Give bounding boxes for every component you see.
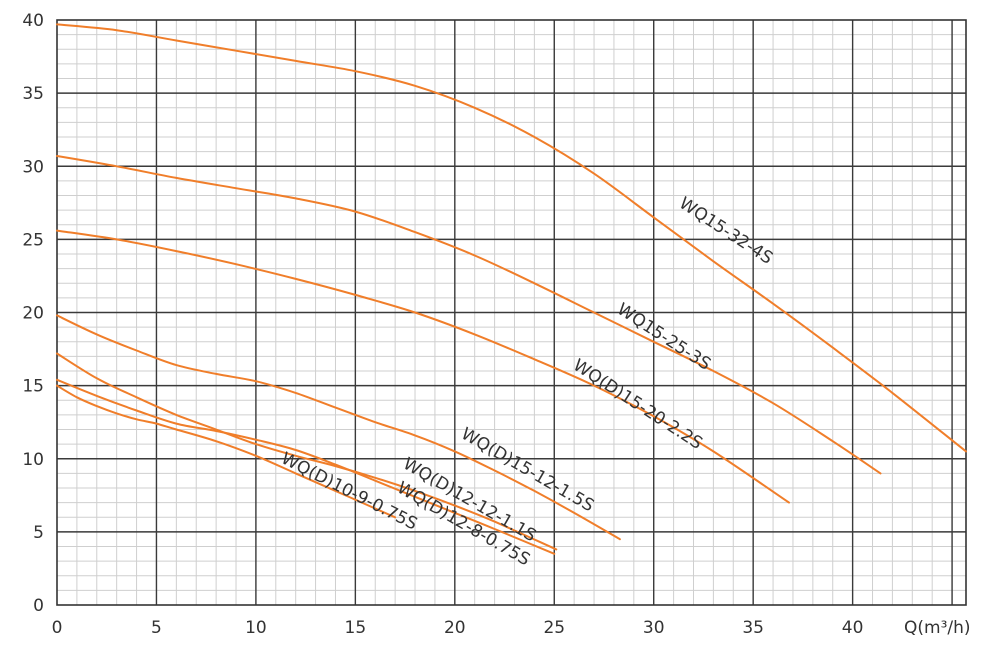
curve-label-wq15-25-3s: WQ15-25-3S xyxy=(613,299,714,374)
x-axis-label: Q(m³/h) xyxy=(904,618,971,638)
x-tick-label: 10 xyxy=(245,618,267,638)
y-tick-label: 10 xyxy=(22,450,44,470)
y-tick-labels: 0 5 10 15 20 25 30 35 40 xyxy=(22,11,44,616)
curve-wq-d-12-8-0-75s xyxy=(56,378,556,555)
x-tick-label: 0 xyxy=(52,618,63,638)
x-tick-label: 15 xyxy=(345,618,367,638)
x-tick-label: 40 xyxy=(842,618,864,638)
curve-label-wq15-32-4s: WQ15-32-4S xyxy=(675,193,776,268)
y-tick-label: 25 xyxy=(22,230,44,250)
plot-frame xyxy=(56,19,967,606)
curve-wq15-25-3s xyxy=(56,155,882,475)
curve-label-wq-d-15-20-2-2s: WQ(D)15-20-2.2S xyxy=(569,355,706,453)
y-tick-label: 20 xyxy=(22,304,44,324)
curves-group xyxy=(56,23,967,555)
x-tick-labels: 0 5 10 15 20 25 30 35 40 xyxy=(52,618,864,638)
y-tick-label: 40 xyxy=(22,11,44,31)
y-tick-label: 35 xyxy=(22,84,44,104)
y-tick-label: 30 xyxy=(22,157,44,177)
curve-labels-group: WQ15-32-4SWQ15-25-3SWQ(D)15-20-2.2SWQ(D)… xyxy=(278,193,776,570)
x-tick-label: 30 xyxy=(643,618,665,638)
curve-wq-d-12-12-1-1s xyxy=(56,352,558,551)
curve-wq-d-15-12-1-5s xyxy=(56,314,621,541)
curve-wq-d-10-9-0-75s xyxy=(56,384,397,519)
y-tick-label: 0 xyxy=(33,596,44,616)
x-tick-label: 35 xyxy=(742,618,764,638)
curve-wq15-32-4s xyxy=(56,23,967,453)
major-grid xyxy=(57,20,966,605)
curve-wq-d-15-20-2-2s xyxy=(56,229,790,504)
y-tick-label: 15 xyxy=(22,377,44,397)
x-tick-label: 5 xyxy=(151,618,162,638)
y-tick-label: 5 xyxy=(33,523,44,543)
x-tick-label: 25 xyxy=(543,618,565,638)
x-tick-label: 20 xyxy=(444,618,466,638)
plot-border xyxy=(56,19,967,606)
